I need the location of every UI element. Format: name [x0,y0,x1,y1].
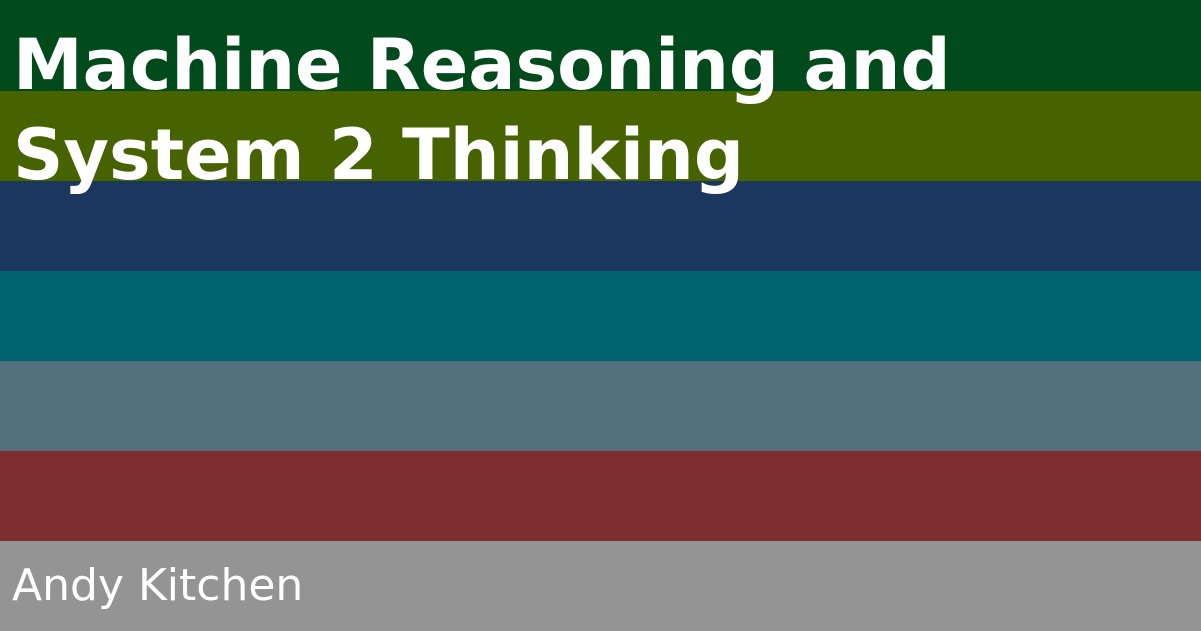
stripe-gray [0,541,1201,631]
page-title: Machine Reasoning and System 2 Thinking [13,20,1163,200]
stripe-slate [0,361,1201,451]
stripe-dark-green [0,0,1201,91]
stripe-maroon [0,451,1201,541]
author-name: Andy Kitchen [12,560,304,611]
stripe-navy [0,181,1201,271]
title-line-1: Machine Reasoning and [13,24,951,106]
stripe-olive-green [0,91,1201,181]
title-line-2: System 2 Thinking [13,114,744,196]
stripe-teal [0,271,1201,361]
